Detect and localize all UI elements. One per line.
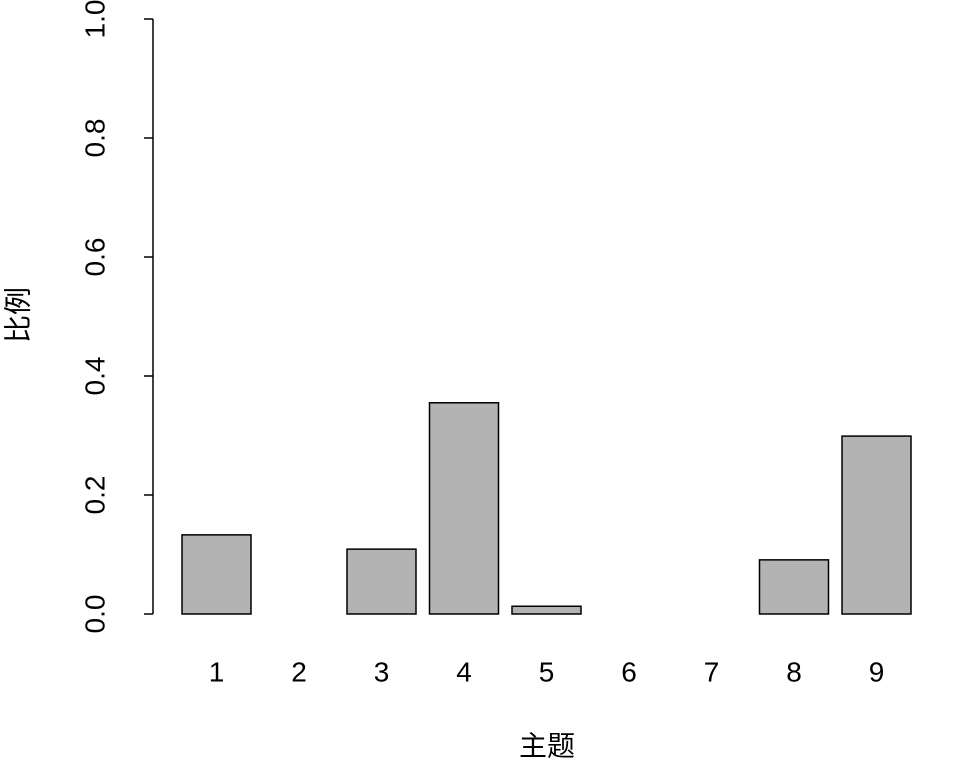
y-tick-label: 0.8	[79, 119, 110, 158]
bar	[428, 402, 500, 615]
x-axis-title: 主题	[519, 730, 575, 761]
bar	[181, 534, 252, 615]
y-tick-label: 0.4	[79, 357, 110, 396]
x-tick-label: 8	[786, 656, 802, 687]
x-tick-label: 7	[704, 656, 720, 687]
y-tick-label: 0.6	[79, 238, 110, 277]
y-tick-label: 1.0	[79, 0, 110, 38]
bar	[511, 605, 582, 615]
x-tick-label: 5	[539, 656, 555, 687]
x-tick-label: 3	[374, 656, 390, 687]
x-tick-label: 6	[621, 656, 637, 687]
bar	[758, 559, 830, 615]
bar	[841, 435, 912, 615]
y-tick-label: 0.0	[79, 595, 110, 634]
y-tick-label: 0.2	[79, 476, 110, 515]
x-tick-label: 9	[869, 656, 885, 687]
y-axis-title: 比例	[2, 287, 33, 343]
bar	[346, 548, 417, 615]
x-tick-label: 4	[456, 656, 472, 687]
x-tick-label: 2	[291, 656, 307, 687]
x-tick-label: 1	[209, 656, 225, 687]
